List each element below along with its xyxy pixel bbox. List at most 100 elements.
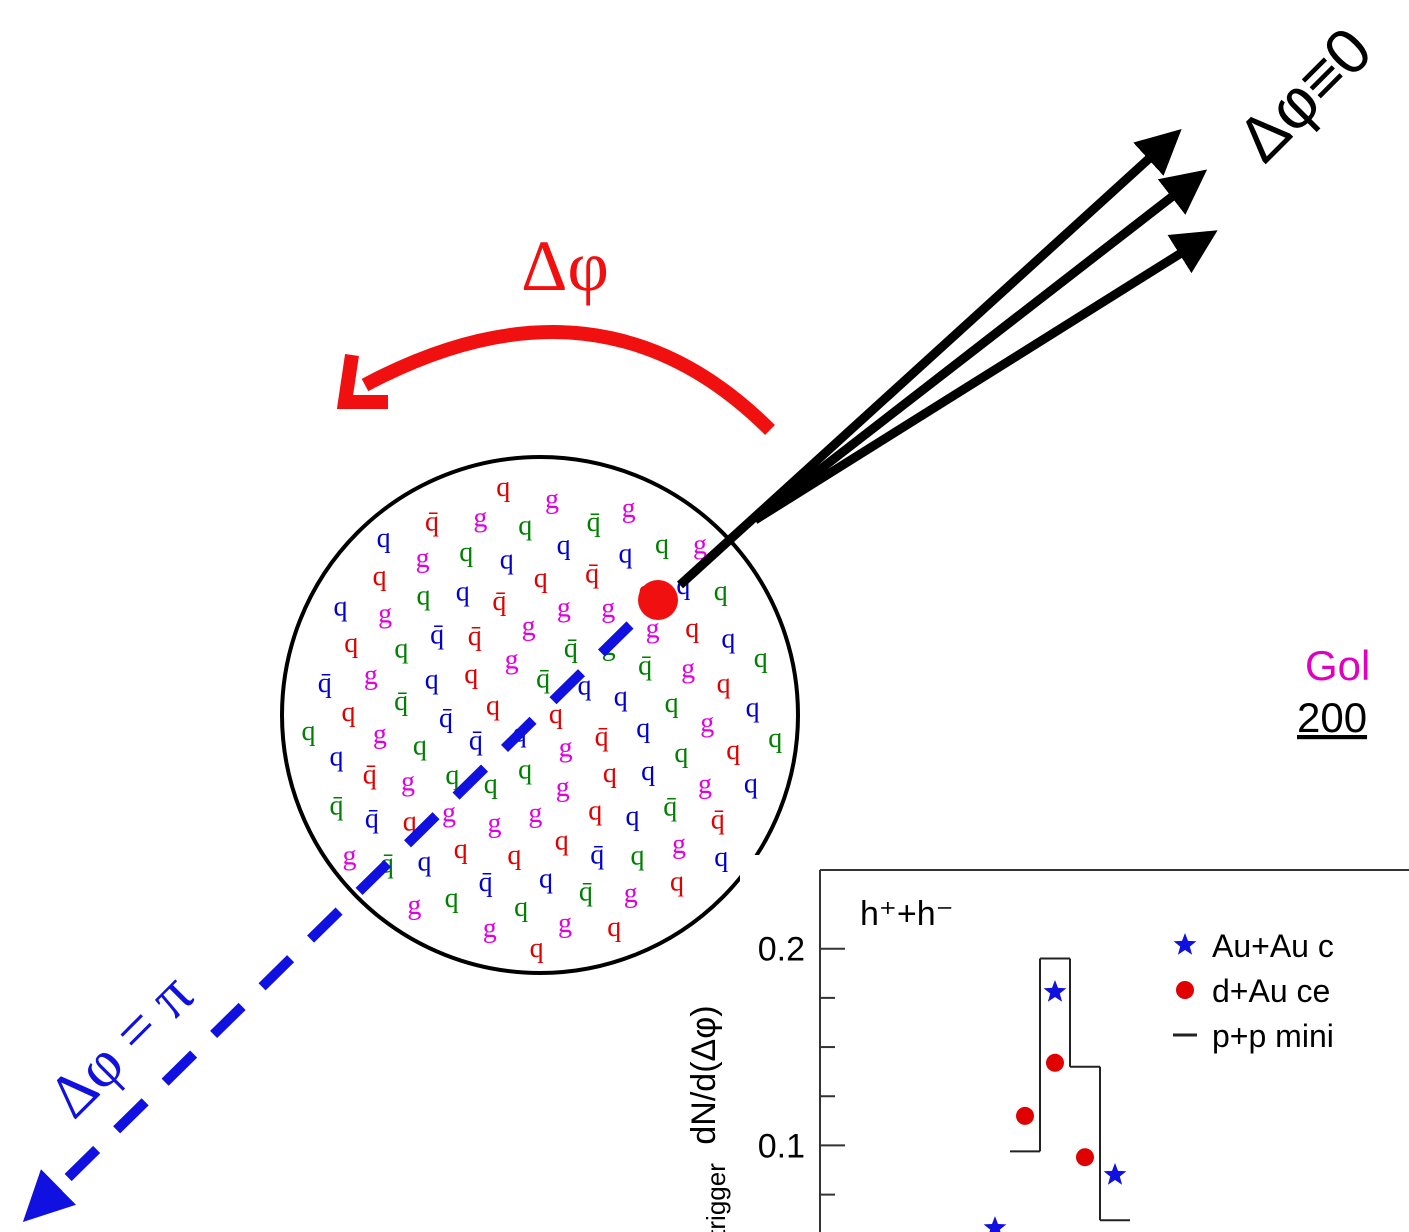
medium-circle: [282, 457, 798, 973]
particle-label: q: [342, 697, 356, 728]
particle-label: q: [754, 643, 768, 674]
particle-label: g: [416, 543, 430, 574]
particle-label: g: [522, 611, 536, 642]
particle-label: q̄: [425, 506, 439, 537]
inset-label: h⁺+h⁻: [860, 895, 954, 933]
particle-label: q: [714, 576, 728, 607]
particle-label: q: [641, 756, 655, 787]
particle-label: q̄: [365, 804, 379, 835]
particle-label: q̄: [595, 722, 609, 753]
particle-label: q̄: [590, 840, 604, 871]
particle-label: q: [555, 825, 569, 856]
particle-label: q: [619, 538, 633, 569]
particle-label: q: [507, 840, 521, 871]
particle-label: g: [378, 598, 392, 629]
particle-label: q̄: [468, 621, 482, 652]
particle-label: g: [505, 644, 519, 675]
particle-label: q: [746, 692, 760, 723]
particle-label: q: [530, 933, 544, 964]
particle-label: q: [454, 834, 468, 865]
particle-label: g: [483, 913, 497, 944]
particle-label: q: [334, 592, 348, 623]
particle-label: q: [417, 581, 431, 612]
diagram: qqq̄gqqqgq̄q̄q̄gqqqgqq̄ggq̄qqgqqq̄gq̄qqg…: [0, 0, 1409, 1232]
particle-label: q: [514, 892, 528, 923]
particle-label: q: [518, 511, 532, 542]
particle-label: q: [445, 760, 459, 791]
particle-label: q̄: [479, 867, 493, 898]
particle-label: g: [407, 890, 421, 921]
page: qqq̄gqqqgq̄q̄q̄gqqqgqq̄ggq̄qqgqqq̄gq̄qqg…: [0, 0, 1409, 1232]
particle-label: g: [559, 732, 573, 763]
particle-label: g: [622, 493, 636, 524]
particle-label: q: [603, 758, 617, 789]
particle-label: q: [539, 863, 553, 894]
particle-label: q̄: [439, 703, 453, 734]
y-axis-label: dN/d(Δφ): [685, 1005, 723, 1144]
particle-label: q: [614, 681, 628, 712]
particle-label: q̄: [363, 759, 377, 790]
particle-label: q: [373, 561, 387, 592]
particle-label: q: [631, 841, 645, 872]
particle-label: q̄: [394, 686, 408, 717]
particle-label: g: [364, 660, 378, 691]
particle-label: g: [558, 908, 572, 939]
particle-label: q: [721, 623, 735, 654]
particle-label: q: [714, 842, 728, 873]
particle-label: q̄: [469, 725, 483, 756]
y-tick-label: 0.1: [758, 1127, 805, 1165]
particle-label: q: [413, 731, 427, 762]
particle-label: q̄: [536, 664, 550, 695]
particle-label: q: [445, 883, 459, 914]
particle-label: q: [768, 723, 782, 754]
particle-label: q: [418, 847, 432, 878]
particle-label: q: [500, 544, 514, 575]
particle-label: q: [685, 613, 699, 644]
data-point: [1016, 1107, 1034, 1125]
particle-label: q: [636, 713, 650, 744]
particle-label: q: [655, 529, 669, 560]
particle-label: q: [394, 633, 408, 664]
particle-label: q: [425, 665, 439, 696]
particle-label: g: [557, 593, 571, 624]
particle-label: g: [545, 484, 559, 515]
jet-arrow: [755, 235, 1210, 520]
legend-label: Au+Au c: [1212, 928, 1334, 964]
particle-label: q: [486, 691, 500, 722]
particle-label: g: [401, 767, 415, 798]
jet-arrow: [755, 175, 1200, 520]
data-point: [1076, 1148, 1094, 1166]
y-tick-label: 0.2: [758, 931, 805, 969]
rotation-label: Δφ: [521, 226, 609, 306]
particle-label: g: [528, 798, 542, 829]
particle-label: q: [626, 801, 640, 832]
particle-label: q: [588, 796, 602, 827]
near-side-label: Δφ≡0: [1223, 13, 1385, 175]
particle-label: q: [344, 628, 358, 659]
particle-label: q: [665, 688, 679, 719]
particle-label: g: [442, 797, 456, 828]
particle-label: q: [607, 912, 621, 943]
away-side-label: Δφ = π: [36, 961, 206, 1131]
particle-label: g: [693, 529, 707, 560]
particle-label: g: [473, 502, 487, 533]
data-point: [1046, 1054, 1064, 1072]
trigger-point: [638, 580, 678, 620]
particle-label: q̄: [492, 586, 506, 617]
particle-label: q: [464, 659, 478, 690]
reference-year: 200: [1297, 694, 1367, 741]
particle-label: q: [302, 716, 316, 747]
reference-text: Gol: [1305, 642, 1370, 689]
particle-label: q̄: [587, 507, 601, 538]
particle-label: g: [556, 772, 570, 803]
particle-label: q̄: [330, 791, 344, 822]
particle-label: q: [726, 735, 740, 766]
particle-label: q: [717, 668, 731, 699]
particle-label: q: [518, 754, 532, 785]
legend-symbol: [1176, 981, 1194, 999]
particle-label: g: [698, 769, 712, 800]
particle-label: q: [557, 530, 571, 561]
particle-label: g: [624, 878, 638, 909]
particle-label: q̄: [585, 558, 599, 589]
